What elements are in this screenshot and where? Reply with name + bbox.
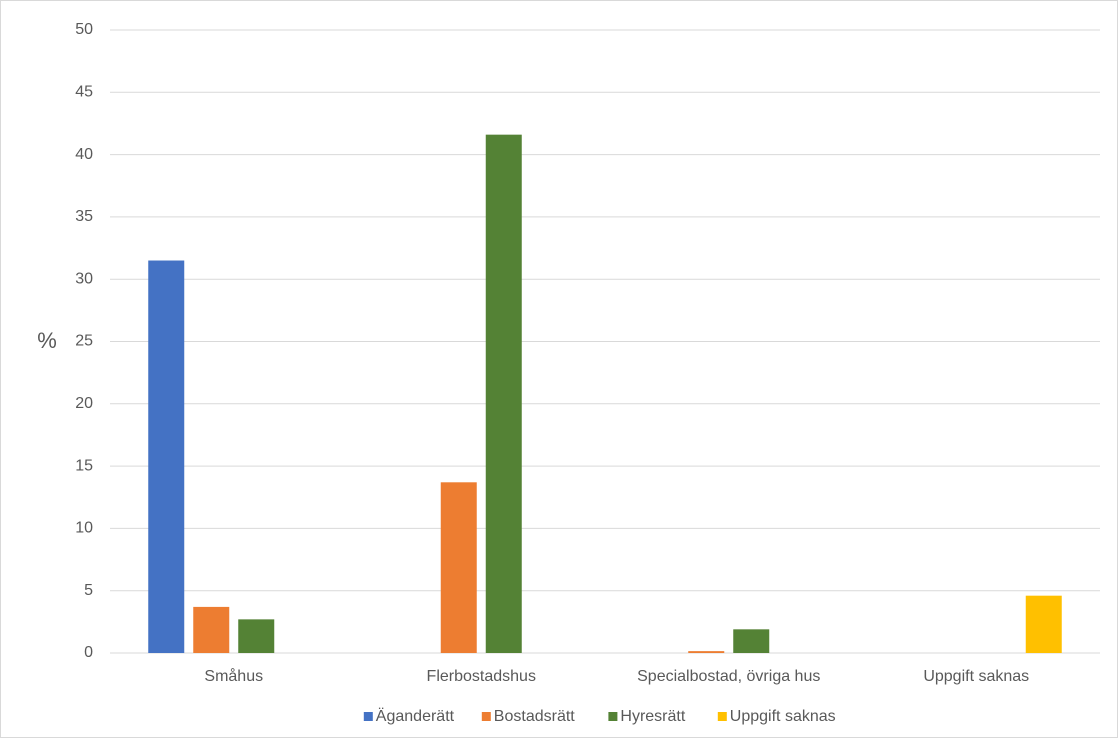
y-tick-label: 45 bbox=[75, 84, 93, 101]
bar bbox=[688, 651, 725, 653]
legend-label: Uppgift saknas bbox=[730, 708, 836, 725]
x-tick-label: Uppgift saknas bbox=[923, 668, 1029, 685]
y-tick-label: 40 bbox=[75, 146, 93, 163]
bar bbox=[238, 619, 275, 653]
y-tick-label: 30 bbox=[75, 270, 93, 287]
legend-swatch bbox=[481, 712, 491, 721]
legend-swatch bbox=[363, 712, 373, 721]
x-tick-label: Småhus bbox=[204, 667, 263, 685]
y-tick-label: 10 bbox=[75, 520, 93, 537]
legend-swatch bbox=[717, 712, 727, 721]
bar bbox=[193, 606, 230, 653]
bar bbox=[1025, 595, 1062, 653]
bar bbox=[485, 134, 522, 653]
x-tick-label: Specialbostad, övriga hus bbox=[637, 668, 820, 685]
bar bbox=[440, 482, 477, 653]
y-axis-label: % bbox=[37, 328, 57, 353]
y-tick-label: 35 bbox=[75, 208, 93, 225]
y-tick-label: 15 bbox=[75, 457, 93, 474]
x-tick-label: Flerbostadshus bbox=[427, 668, 536, 685]
y-tick-label: 20 bbox=[75, 395, 93, 412]
legend-label: Bostadsrätt bbox=[494, 708, 575, 725]
legend-label: Hyresrätt bbox=[620, 708, 685, 725]
legend-label: Äganderätt bbox=[376, 707, 455, 725]
y-tick-label: 50 bbox=[75, 21, 93, 38]
y-tick-label: 25 bbox=[75, 333, 93, 350]
bar bbox=[148, 260, 185, 653]
legend-swatch bbox=[608, 712, 618, 721]
y-tick-label: 0 bbox=[84, 644, 93, 661]
y-tick-label: 5 bbox=[84, 582, 93, 599]
bar bbox=[733, 629, 770, 653]
